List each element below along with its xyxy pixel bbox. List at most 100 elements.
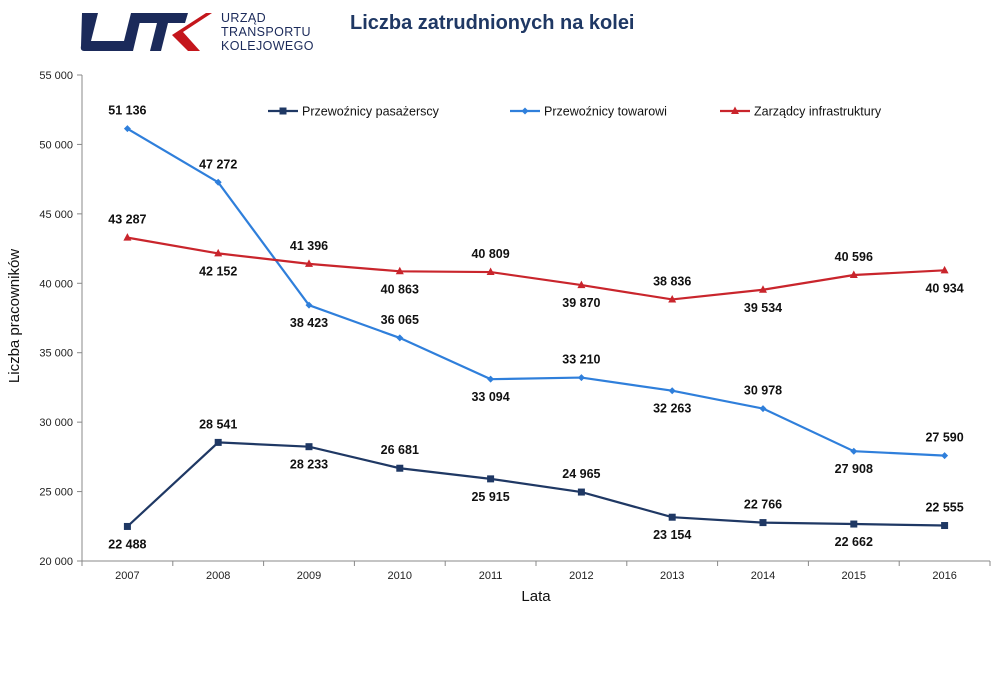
data-label: 22 662 <box>835 535 873 549</box>
y-tick-label: 30 000 <box>39 417 73 429</box>
data-label: 28 233 <box>290 458 328 472</box>
data-point <box>577 374 585 382</box>
data-label: 26 681 <box>381 443 419 457</box>
data-label: 25 915 <box>471 490 509 504</box>
data-label: 27 590 <box>925 431 963 445</box>
legend-marker <box>521 107 529 115</box>
y-tick-label: 35 000 <box>39 348 73 360</box>
logo-text-line-3: KOLEJOWEGO <box>221 39 314 53</box>
series-line <box>126 127 945 457</box>
data-point <box>487 375 495 383</box>
legend-item: Przewoźnicy towarowi <box>510 105 667 119</box>
legend-marker <box>731 106 739 114</box>
chart-title: Liczba zatrudnionych na kolei <box>350 12 635 34</box>
data-label: 23 154 <box>653 528 691 542</box>
data-point <box>123 125 131 133</box>
data-point <box>395 266 404 275</box>
y-tick-label: 55 000 <box>39 70 73 82</box>
data-label: 39 534 <box>744 301 782 315</box>
x-tick-label: 2013 <box>660 570 684 582</box>
y-axis-title: Liczba pracowników <box>6 249 23 383</box>
data-label: 38 836 <box>653 274 691 288</box>
x-tick-label: 2012 <box>569 570 593 582</box>
logo-text-line-1: URZĄD <box>221 11 267 25</box>
y-tick-label: 25 000 <box>39 487 73 499</box>
data-point <box>487 475 495 483</box>
logo-letter-t <box>134 13 188 51</box>
legend: Przewoźnicy pasażerscy Przewoźnicy towaro… <box>268 105 882 119</box>
data-point <box>668 513 676 521</box>
x-tick-label: 2008 <box>206 570 230 582</box>
logo-letter-k <box>172 13 212 51</box>
series-line <box>127 236 945 301</box>
x-tick-label: 2011 <box>479 570 503 582</box>
data-label: 43 287 <box>108 213 146 227</box>
data-point <box>668 387 676 395</box>
data-point <box>396 334 404 342</box>
series-line <box>126 441 945 528</box>
legend-marker <box>279 107 287 115</box>
data-label: 51 136 <box>108 104 146 118</box>
data-point <box>759 285 767 293</box>
legend-label: Zarządcy infrastruktury <box>754 105 882 119</box>
y-tick-label: 40 000 <box>39 278 73 290</box>
data-point <box>577 280 586 289</box>
axes: 20 000 25 000 30 000 35 000 40 000 45 000 50 0… <box>39 70 991 582</box>
series-3: 43 287 42 152 41 396 40 863 40 809 39 870 38 8… <box>108 213 963 315</box>
data-label: 30 978 <box>744 384 782 398</box>
logo-text-line-2: TRANSPORTU <box>221 25 311 39</box>
data-point <box>214 178 222 186</box>
data-label: 22 488 <box>108 537 146 551</box>
y-tick-label: 20 000 <box>39 556 73 568</box>
legend-item: Przewoźnicy pasażerscy <box>268 105 440 119</box>
series-layer: 22 488 28 541 28 233 26 681 25 915 24 965 23 1… <box>108 104 963 552</box>
x-tick-label: 2009 <box>297 570 321 582</box>
data-label: 33 210 <box>562 353 600 367</box>
x-tick-label: 2015 <box>842 570 866 582</box>
header: URZĄD TRANSPORTU KOLEJOWEGO Liczba zatru… <box>0 0 1000 62</box>
data-point <box>941 522 949 530</box>
logo-text: URZĄD TRANSPORTU KOLEJOWEGO <box>221 11 314 53</box>
data-point <box>577 488 585 496</box>
data-label: 22 555 <box>925 501 963 515</box>
data-label: 24 965 <box>562 467 600 481</box>
data-label: 40 809 <box>471 247 509 261</box>
data-label: 22 766 <box>744 498 782 512</box>
data-label: 28 541 <box>199 417 237 431</box>
data-point <box>123 233 132 241</box>
data-point <box>305 301 313 309</box>
x-tick-label: 2014 <box>751 570 775 582</box>
legend-label: Przewoźnicy towarowi <box>544 105 667 119</box>
series-1: 22 488 28 541 28 233 26 681 25 915 24 965 23 1… <box>108 417 963 551</box>
x-tick-label: 2010 <box>388 570 412 582</box>
legend-label: Przewoźnicy pasażerscy <box>302 105 440 119</box>
data-point <box>214 248 223 257</box>
data-label: 33 094 <box>471 390 509 404</box>
data-label: 40 596 <box>835 250 873 264</box>
utk-logo <box>80 13 212 51</box>
y-tick-label: 50 000 <box>39 139 73 151</box>
data-label: 27 908 <box>835 462 873 476</box>
data-label: 32 263 <box>653 402 691 416</box>
series-2: 51 136 47 272 38 423 36 065 33 094 33 210 32 2… <box>108 104 963 477</box>
data-point <box>486 267 495 276</box>
data-label: 36 065 <box>381 313 419 327</box>
data-point <box>759 519 767 527</box>
x-axis-title: Lata <box>521 588 551 605</box>
data-label: 40 934 <box>925 281 963 295</box>
data-label: 40 863 <box>381 282 419 296</box>
logo-letter-u <box>80 13 142 51</box>
data-point <box>305 443 313 451</box>
x-tick-label: 2007 <box>115 570 139 582</box>
data-label: 47 272 <box>199 157 237 171</box>
data-label: 42 152 <box>199 264 237 278</box>
legend-item: Zarządcy infrastruktury <box>720 105 882 119</box>
data-label: 39 870 <box>562 296 600 310</box>
data-point <box>850 520 858 528</box>
data-label: 41 396 <box>290 239 328 253</box>
data-point <box>941 452 949 460</box>
data-point <box>849 270 858 279</box>
data-point <box>396 464 404 472</box>
x-tick-label: 2016 <box>932 570 956 582</box>
